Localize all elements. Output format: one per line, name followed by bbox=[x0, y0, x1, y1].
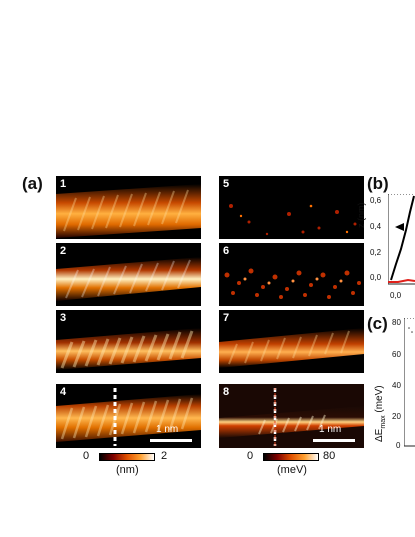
panel-label-c: (c) bbox=[367, 314, 388, 333]
energy-tile-8: 8 1 nm bbox=[219, 384, 364, 448]
plot-b-ytick: 0,0 bbox=[370, 273, 382, 282]
plot-c-ytick: 40 bbox=[392, 381, 401, 390]
plot-b-ytick: 0,4 bbox=[370, 222, 382, 231]
plot-c-ytick: 20 bbox=[392, 412, 401, 421]
plot-c-ytick: 0 bbox=[396, 441, 401, 450]
plot-c-ylabel-subscript: max bbox=[380, 415, 387, 429]
plot-b-area bbox=[388, 194, 415, 285]
plot-b-xtick: 0,0 bbox=[390, 291, 402, 300]
plot-b-ytick: 0,6 bbox=[370, 196, 382, 205]
scale-bar-label: 1 nm bbox=[319, 424, 342, 435]
colorbar-energy: 0 80 (meV) bbox=[247, 450, 367, 486]
colorbar-min: 0 bbox=[247, 450, 254, 462]
tile-number: 7 bbox=[223, 312, 230, 324]
topography-tile-4: 4 1 nm bbox=[56, 384, 201, 448]
tile-number: 2 bbox=[60, 245, 67, 257]
panel-label-b: (b) bbox=[367, 174, 389, 193]
plot-c-ytick: 80 bbox=[392, 318, 401, 327]
colorbar-max: 2 bbox=[161, 450, 168, 462]
colorbar-unit: (meV) bbox=[277, 464, 307, 476]
scale-bar bbox=[313, 439, 355, 442]
topography-tile-1: 1 bbox=[56, 176, 201, 239]
tile-number: 5 bbox=[223, 178, 230, 190]
plot-c-area bbox=[404, 318, 415, 447]
topography-tile-3: 3 bbox=[56, 310, 201, 373]
colorbar-gradient bbox=[263, 453, 319, 461]
tile-number: 4 bbox=[60, 386, 67, 398]
tile-number: 6 bbox=[223, 245, 230, 257]
tile-number: 3 bbox=[60, 312, 67, 324]
colorbar-gradient bbox=[99, 453, 155, 461]
plot-b-ylabel: z (nm) bbox=[356, 202, 366, 229]
panel-label-a: (a) bbox=[22, 174, 43, 193]
plot-c-ylabel-unit: (meV) bbox=[374, 385, 385, 416]
colorbar-min: 0 bbox=[83, 450, 90, 462]
colorbar-max: 80 bbox=[323, 450, 336, 462]
energy-tile-5: 5 bbox=[219, 176, 364, 239]
tile-number: 8 bbox=[223, 386, 230, 398]
plot-c-ylabel-symbol: ΔE bbox=[374, 428, 385, 442]
topography-tile-2: 2 bbox=[56, 243, 201, 306]
energy-tile-7: 7 bbox=[219, 310, 364, 373]
colorbar-unit: (nm) bbox=[116, 464, 139, 476]
energy-tile-6: 6 bbox=[219, 243, 364, 306]
colorbar-topography: 0 2 (nm) bbox=[83, 450, 193, 486]
scale-bar bbox=[150, 439, 192, 442]
plot-b-ytick: 0,2 bbox=[370, 248, 382, 257]
tile-number: 1 bbox=[60, 178, 67, 190]
plot-c-ytick: 60 bbox=[392, 350, 401, 359]
scale-bar-label: 1 nm bbox=[156, 424, 179, 435]
plot-c-ylabel: ΔEmax (meV) bbox=[374, 385, 387, 442]
